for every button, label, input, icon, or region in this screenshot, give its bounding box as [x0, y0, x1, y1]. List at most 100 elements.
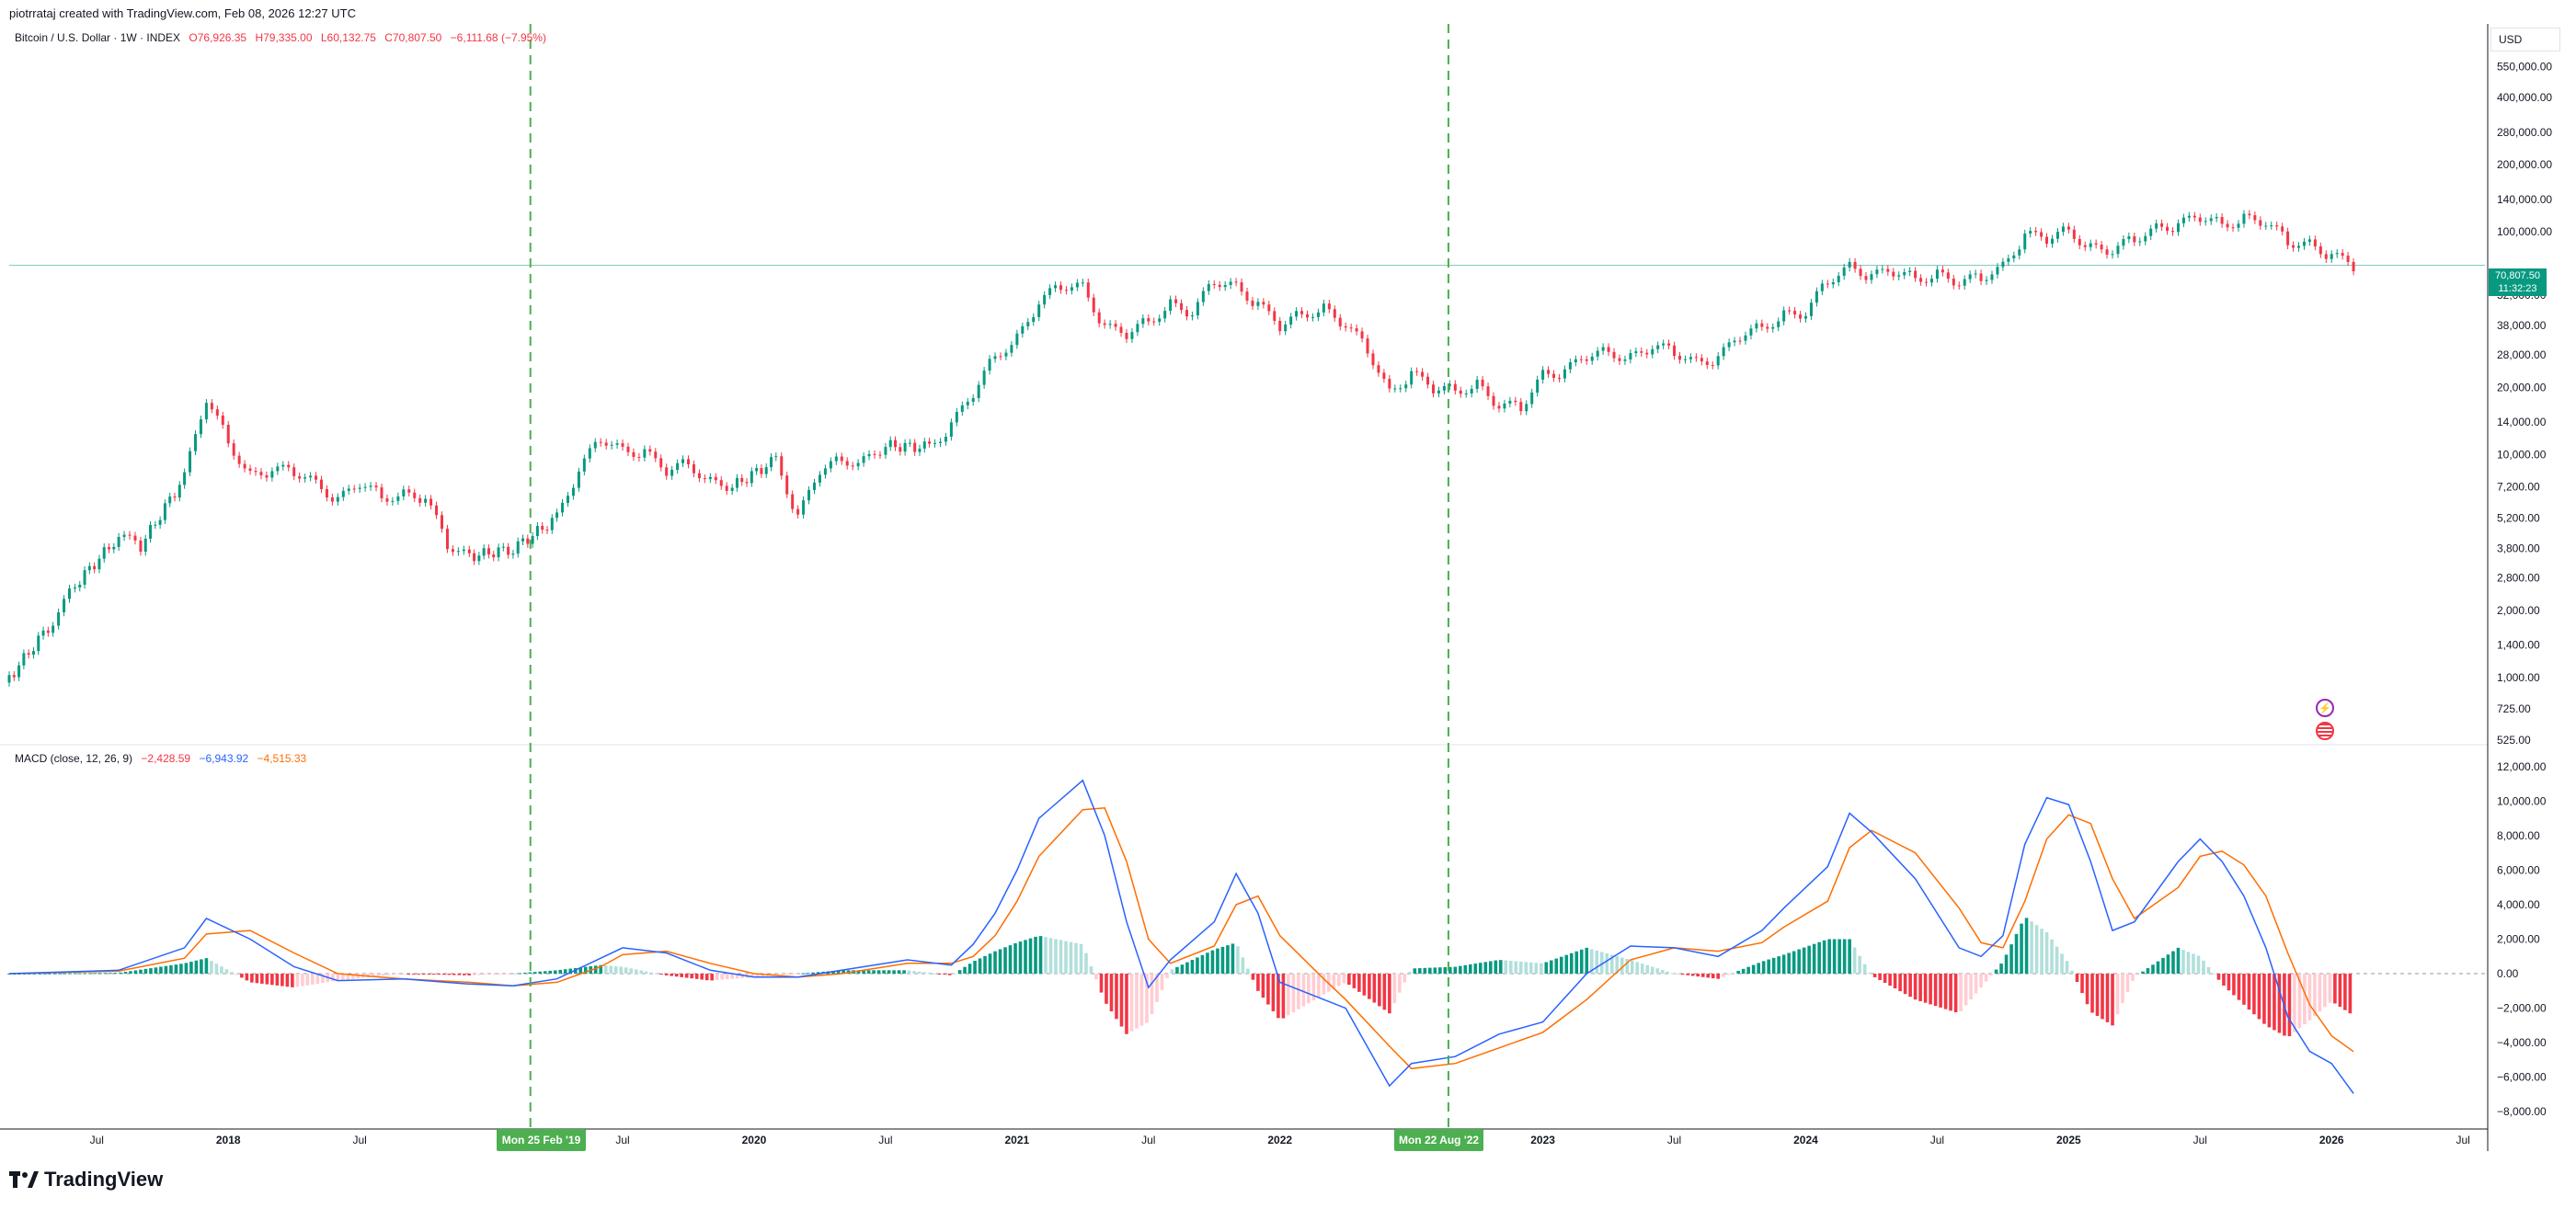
candle-body	[204, 403, 208, 420]
candle-body	[1996, 267, 1999, 275]
macd-histogram-bar	[978, 958, 982, 975]
macd-histogram-bar	[1852, 947, 1857, 975]
time-axis-label: 2021	[1005, 1134, 1030, 1146]
candle-body	[1590, 356, 1594, 361]
candle-body	[1371, 353, 1375, 366]
candle-body	[2105, 249, 2109, 256]
candle-body	[949, 422, 953, 437]
candle-body	[812, 482, 816, 491]
price-axis-label: 5,200.00	[2497, 512, 2540, 525]
candle-body	[1267, 304, 1271, 312]
lightning-icon[interactable]: ⚡	[2316, 699, 2334, 717]
candle-body	[298, 475, 302, 479]
candle-body	[102, 547, 106, 559]
candle-body	[1673, 345, 1677, 356]
currency-button[interactable]: USD	[2490, 28, 2560, 51]
candle-body	[2220, 216, 2224, 224]
time-axis-label: Jul	[878, 1134, 892, 1146]
macd-histogram-bar	[2014, 933, 2019, 975]
macd-histogram-bar	[194, 960, 199, 975]
candle-body	[1859, 268, 1862, 277]
macd-histogram-bar	[1832, 939, 1837, 975]
macd-histogram-bar	[522, 973, 527, 975]
macd-histogram-bar	[2111, 974, 2114, 1026]
candle-body	[2061, 226, 2065, 233]
macd-histogram-bar	[184, 963, 189, 975]
macd-histogram-bar	[2216, 974, 2221, 980]
candle-body	[770, 457, 773, 468]
candle-body	[1678, 355, 1682, 360]
macd-histogram-bar	[1908, 974, 1912, 998]
macd-histogram-bar	[1008, 945, 1013, 975]
macd-histogram-bar	[462, 974, 466, 975]
macd-histogram-bar	[1943, 974, 1948, 1009]
candle-body	[913, 442, 917, 452]
macd-histogram-bar	[1024, 940, 1027, 975]
candle-body	[2204, 221, 2207, 222]
candle-body	[823, 468, 827, 475]
macd-histogram-bar	[1251, 974, 1255, 980]
candle-body	[588, 448, 591, 459]
candle-body	[1963, 279, 1966, 286]
candle-body	[1360, 331, 1364, 339]
macd-histogram-bar	[2050, 939, 2054, 975]
us-flag-icon[interactable]	[2316, 722, 2334, 740]
macd-legend: MACD (close, 12, 26, 9) −2,428.59 −6,943…	[15, 752, 312, 765]
macd-histogram-bar	[1494, 960, 1498, 975]
candle-body	[599, 441, 602, 443]
macd-histogram-bar	[1109, 974, 1114, 1012]
macd-histogram-bar	[700, 974, 704, 980]
macd-histogram-bar	[528, 972, 532, 975]
candle-body	[2253, 215, 2257, 221]
candle-body	[894, 439, 898, 448]
macd-histogram-bar	[149, 968, 153, 975]
price-axis-label: 725.00	[2497, 702, 2531, 715]
macd-histogram-bar	[1690, 974, 1695, 976]
macd-histogram-bar	[396, 974, 401, 975]
macd-histogram-bar	[1261, 974, 1265, 998]
macd-histogram-bar	[255, 974, 259, 984]
macd-histogram-bar	[694, 974, 699, 979]
tradingview-logo[interactable]: TradingView	[9, 1166, 163, 1193]
candle-body	[73, 587, 76, 589]
candle-body	[97, 558, 101, 570]
candle-body	[17, 665, 21, 678]
macd-histogram-bar	[351, 974, 355, 979]
candle-body	[68, 588, 72, 599]
macd-histogram-bar	[1726, 974, 1730, 975]
candle-body	[1607, 347, 1610, 352]
macd-histogram-bar	[376, 974, 381, 976]
candle-body	[2007, 258, 2010, 262]
macd-histogram-bar	[922, 972, 926, 975]
macd-histogram-bar	[1220, 946, 1225, 975]
candle-body	[1010, 345, 1013, 353]
candle-body	[1273, 311, 1277, 321]
macd-histogram-bar	[856, 970, 861, 975]
macd-histogram-bar	[280, 974, 284, 987]
candle-body	[764, 467, 768, 474]
candle-body	[363, 486, 367, 488]
macd-histogram-bar	[1185, 962, 1189, 975]
candle-body	[2324, 254, 2328, 259]
candle-body	[424, 498, 428, 503]
macd-histogram-bar	[957, 970, 962, 975]
candle-body	[1086, 282, 1090, 298]
candle-body	[1952, 279, 1955, 286]
candle-body	[1908, 270, 1912, 273]
candle-body	[221, 416, 224, 426]
credit-text: piotrrataj created with TradingView.com,…	[9, 6, 356, 20]
candle-body	[93, 565, 97, 570]
candle-body	[1618, 358, 1621, 361]
candle-body	[714, 476, 717, 481]
macd-histogram-bar	[2181, 950, 2185, 975]
candle-body	[1311, 316, 1314, 318]
candle-body	[374, 485, 378, 488]
macd-histogram-bar	[2273, 974, 2276, 1031]
candle-body	[1284, 324, 1288, 332]
candle-body	[1470, 388, 1473, 393]
candle-body	[2144, 235, 2147, 242]
candle-body	[884, 447, 887, 455]
candle-body	[462, 549, 465, 552]
candle-body	[632, 451, 635, 457]
